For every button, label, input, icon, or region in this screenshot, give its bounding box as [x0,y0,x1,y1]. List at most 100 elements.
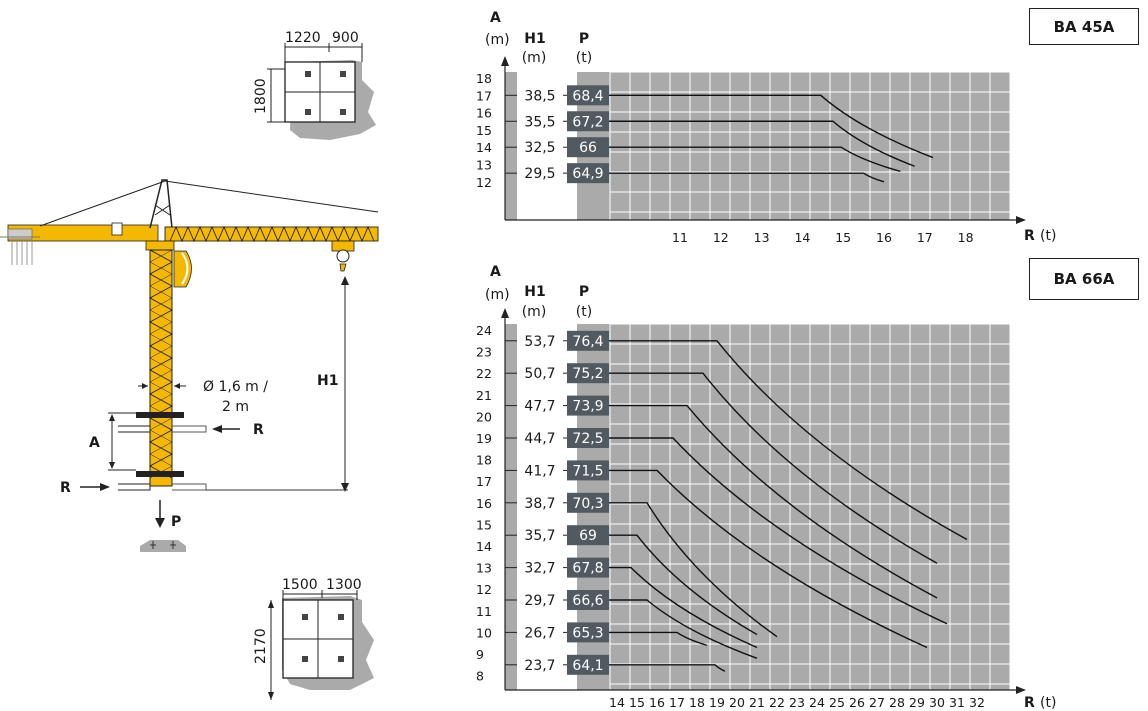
p-box [567,654,609,675]
load-curve [609,502,778,638]
col-h1-unit: (m) [522,50,547,66]
x-axis-unit: (t) [1040,695,1056,711]
y-tick-label: 22 [476,366,492,381]
x-tick-label: 31 [949,695,965,710]
p-box [567,590,609,610]
load-curve [609,94,934,159]
h1-value: 41,7 [524,463,555,479]
x-tick-label: 18 [689,695,705,710]
label-P: P [171,514,181,530]
h1-value: 29,5 [524,166,555,182]
h1-value: 32,7 [524,561,555,577]
p-box [567,525,609,546]
x-tick-label: 30 [929,695,945,710]
x-axis-arrow [1016,216,1026,224]
x-axis-label: R [1024,695,1035,711]
y-axis-unit: (m) [485,287,510,303]
h1-box [517,590,563,610]
y-axis-arrow [501,308,509,318]
p-box [567,363,609,384]
load-curve [609,120,915,167]
p-value: 71,5 [572,463,603,479]
x-tick-label: 15 [835,230,851,245]
y-tick-label: 21 [476,388,492,403]
p-box [567,460,609,481]
y-tick-label: 10 [476,625,492,640]
p-value: 66,6 [572,593,603,609]
x-axis-unit: (t) [1040,228,1056,244]
chart-ba45a [501,56,1026,224]
dim-1800: 1800 [253,78,269,114]
x-tick-label: 16 [876,230,892,245]
x-tick-label: 12 [713,230,729,245]
label-R-bottom: R [60,480,71,496]
h1-box [517,363,563,384]
h1-value: 38,5 [524,88,555,104]
h1-box [517,654,563,675]
x-tick-label: 17 [669,695,685,710]
x-tick-label: 18 [958,230,974,245]
x-tick-label: 14 [609,695,625,710]
h1-box [517,525,563,546]
h1-box [517,111,563,132]
p-value: 65,3 [572,625,603,641]
p-box [567,163,609,184]
h1-value: 32,5 [524,140,555,156]
x-tick-label: 11 [672,230,688,245]
y-tick-label: 19 [476,431,492,446]
p-value: 67,2 [572,114,603,130]
x-tick-label: 22 [769,695,785,710]
label-R-top: R [253,422,264,438]
bottom-footing-plan: 1500 1300 2170 [253,577,374,700]
load-curve [609,372,938,564]
col-h1-label: H1 [524,284,545,300]
y-tick-label: 17 [476,474,492,489]
crane-structure [0,179,379,491]
h1-box [517,557,563,578]
x-tick-label: 32 [969,695,985,710]
p-box [567,111,609,132]
load-curve [609,469,928,649]
y-tick-label: 14 [476,539,492,554]
y-tick-label: 18 [476,453,492,468]
h1-box [517,163,563,184]
load-curve [609,340,968,541]
dim-1500: 1500 [282,577,318,593]
h1-box [517,330,563,351]
h1-value: 44,7 [524,431,555,447]
h1-value: 38,7 [524,496,555,512]
load-curve [609,566,758,649]
x-tick-label: 14 [794,230,810,245]
y-tick-label: 11 [476,604,492,619]
crane-annotations: Ø 1,6 m / 2 m H1 A R R P [60,276,349,552]
y-tick-label: 13 [476,158,492,173]
x-tick-label: 29 [909,695,925,710]
x-tick-label: 24 [809,695,825,710]
p-value: 64,1 [572,658,603,674]
h1-box [517,428,563,448]
y-axis-unit: (m) [485,32,510,48]
p-box [567,85,609,106]
p-value: 66 [579,140,597,156]
load-curve [609,664,726,672]
load-curve [609,631,708,647]
x-tick-label: 16 [649,695,665,710]
y-axis-label: A [490,264,501,280]
h1-box [517,622,563,643]
y-tick-label: 12 [476,175,492,190]
mast-size-line1: Ø 1,6 m / [203,379,268,395]
h1-box [517,137,563,158]
y-tick-label: 16 [476,496,492,511]
y-tick-label: 23 [476,345,492,360]
y-tick-label: 17 [476,88,492,103]
load-curve [609,534,758,636]
p-value: 68,4 [572,88,603,104]
p-value: 72,5 [572,431,603,447]
chart-ba66a [501,308,1026,694]
p-value: 75,2 [572,366,603,382]
h1-value: 53,7 [524,334,555,350]
y-axis-arrow [501,56,509,66]
col-p-unit: (t) [576,304,592,320]
label-A: A [89,435,100,451]
p-box [567,137,609,158]
